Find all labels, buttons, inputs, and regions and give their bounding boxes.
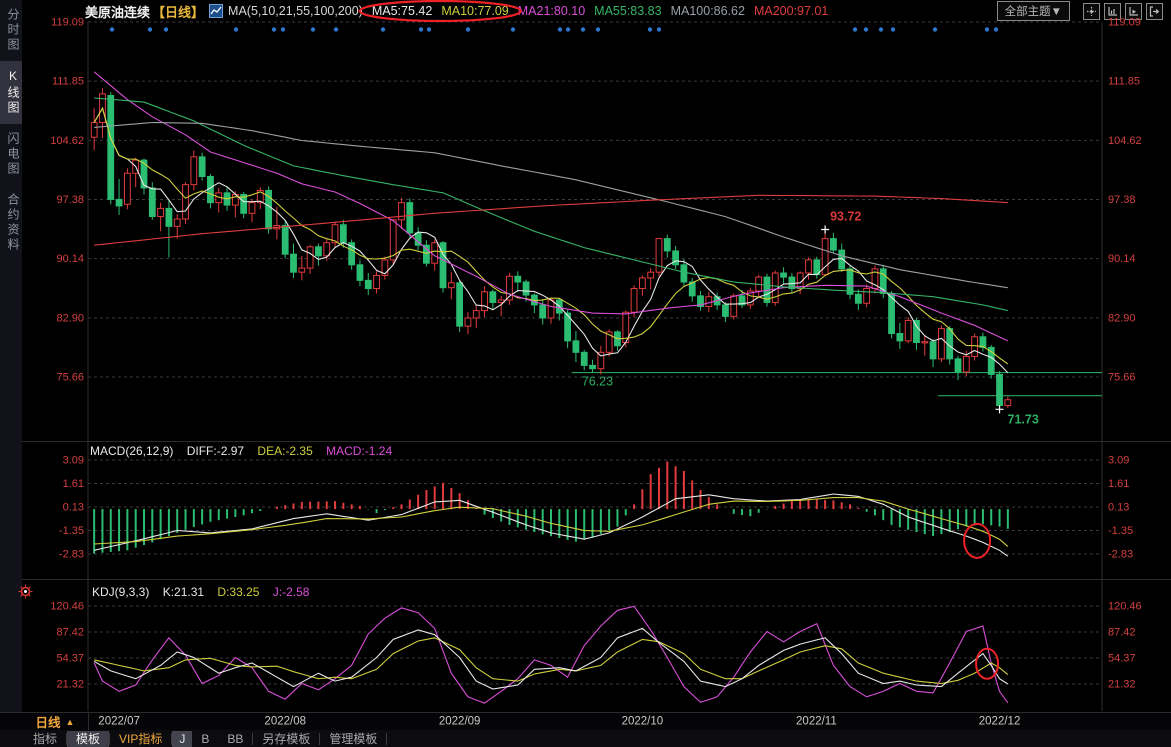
sidebar-item-kline-chart[interactable]: K线图	[0, 61, 22, 124]
sidebar-item-lightning-chart[interactable]: 闪电图	[0, 124, 22, 185]
kdj-k-value: K:21.31	[163, 585, 204, 599]
ma21-value: MA21:80.10	[518, 4, 585, 18]
toolbar-item-b[interactable]: B	[192, 731, 218, 747]
toolbar-item-save-template[interactable]: 另存模板	[253, 731, 319, 747]
ma-params-label: MA(5,10,21,55,100,200)	[228, 4, 363, 18]
period-selector[interactable]: 日线 ▲	[22, 713, 89, 730]
axis-play-icon[interactable]	[1125, 3, 1142, 20]
chevron-up-icon: ▲	[66, 717, 75, 727]
ma100-value: MA100:86.62	[671, 4, 745, 18]
sidebar: 分时图 K线图 闪电图 合约资料	[0, 0, 22, 712]
kdj-axis-label: 21.32	[1108, 679, 1136, 691]
toolbar-item-manage-templates[interactable]: 管理模板	[320, 731, 386, 747]
period-tag: 【日线】	[152, 2, 204, 21]
price-axis-label: 90.14	[1108, 253, 1136, 265]
ma55-value: MA55:83.83	[594, 4, 661, 18]
kdj-d-value: D:33.25	[217, 585, 259, 599]
toolbar-item-bb[interactable]: BB	[218, 731, 252, 747]
toolbar-item-indicators[interactable]: 指标	[24, 731, 66, 747]
ma5-value: MA5:75.42	[372, 4, 432, 18]
ma200-value: MA200:97.01	[754, 4, 828, 18]
x-axis-row: 日线 ▲	[0, 712, 1171, 731]
macd-axis-label: -1.35	[1108, 525, 1133, 537]
sidebar-item-time-chart[interactable]: 分时图	[0, 0, 22, 61]
kdj-axis-label: 87.42	[1108, 627, 1136, 639]
macd-axis-label: 0.13	[1108, 502, 1129, 514]
pan-tool-icon[interactable]	[1083, 3, 1100, 20]
macd-macd-value: MACD:-1.24	[326, 444, 392, 458]
toolbar-item-vip-indicators[interactable]: VIP指标	[110, 731, 171, 747]
chart-header: 美原油连续 【日线】 MA(5,10,21,55,100,200) MA5:75…	[22, 0, 1171, 22]
alert-sun-icon[interactable]	[18, 584, 33, 604]
price-axis-label: 82.90	[1108, 312, 1136, 324]
price-axis-label: 75.66	[1108, 372, 1136, 384]
theme-select-button[interactable]: 全部主题▼	[997, 1, 1070, 21]
exit-window-icon[interactable]	[1146, 3, 1163, 20]
symbol-title: 美原油连续	[85, 2, 150, 21]
price-axis-label: 104.62	[1108, 135, 1142, 147]
bottom-toolbar: 指标 模板 VIP指标 J B BB 另存模板 管理模板	[0, 730, 1171, 747]
toolbar-item-templates[interactable]: 模板	[67, 731, 109, 747]
price-axis-label: 111.85	[1108, 76, 1140, 88]
macd-axis-label: -2.83	[1108, 549, 1133, 561]
toolbar-separator	[386, 733, 387, 745]
toolbar-item-j[interactable]: J	[172, 731, 192, 747]
macd-axis-label: 3.09	[1108, 455, 1129, 467]
period-label: 日线	[36, 712, 61, 731]
sidebar-item-contract-info[interactable]: 合约资料	[0, 185, 22, 261]
kdj-axis-label: 54.37	[1108, 653, 1136, 665]
chart-area[interactable]	[22, 22, 1102, 712]
macd-axis-label: 1.61	[1108, 478, 1129, 490]
chart-icon	[209, 4, 223, 18]
kdj-j-value: J:-2.58	[273, 585, 310, 599]
macd-title: MACD(26,12,9)	[90, 444, 173, 458]
price-axis-label: 97.38	[1108, 194, 1136, 206]
kdj-axis-label: 120.46	[1108, 601, 1142, 613]
kdj-title: KDJ(9,3,3)	[92, 585, 149, 599]
axis-scale-icon[interactable]	[1104, 3, 1121, 20]
trading-app-window: 分时图 K线图 闪电图 合约资料 美原油连续 【日线】 MA(5,10,21,5…	[0, 0, 1171, 747]
ma10-value: MA10:77.09	[441, 4, 508, 18]
macd-dea-value: DEA:-2.35	[257, 444, 312, 458]
macd-diff-value: DIFF:-2.97	[187, 444, 244, 458]
macd-header: MACD(26,12,9) DIFF:-2.97 DEA:-2.35 MACD:…	[90, 444, 392, 458]
kdj-header: KDJ(9,3,3) K:21.31 D:33.25 J:-2.58	[92, 585, 309, 599]
